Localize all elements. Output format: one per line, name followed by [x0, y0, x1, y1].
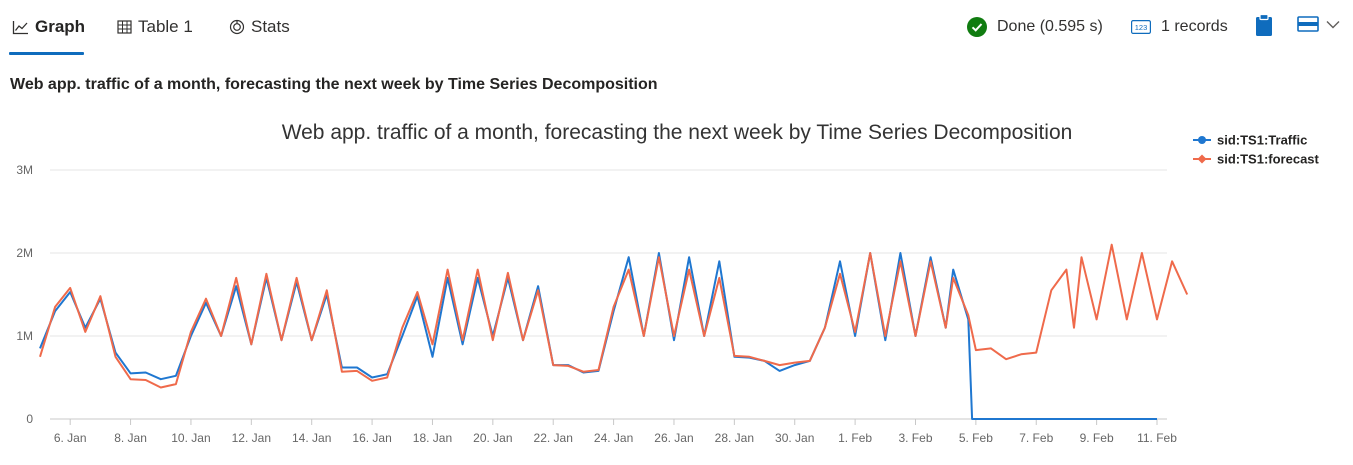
- x-tick-label: 22. Jan: [534, 431, 573, 445]
- view-options-button[interactable]: [1297, 16, 1340, 32]
- x-tick-label: 20. Jan: [473, 431, 512, 445]
- x-tick-label: 12. Jan: [232, 431, 271, 445]
- svg-text:123: 123: [1135, 23, 1148, 32]
- x-tick-label: 30. Jan: [775, 431, 814, 445]
- line-chart: Web app. traffic of a month, forecasting…: [16, 121, 1320, 445]
- legend-label: sid:TS1:forecast: [1217, 152, 1320, 167]
- tab-stats-label: Stats: [251, 17, 290, 36]
- y-tick-label: 1M: [16, 329, 33, 343]
- diamond-marker-icon: [1197, 154, 1207, 164]
- x-tick-label: 6. Jan: [54, 431, 87, 445]
- query-status: Done (0.595 s): [967, 14, 1103, 40]
- x-tick-label: 9. Feb: [1080, 431, 1114, 445]
- x-tick-label: 28. Jan: [715, 431, 754, 445]
- x-tick-label: 10. Jan: [171, 431, 210, 445]
- x-tick-label: 24. Jan: [594, 431, 633, 445]
- chart-series: [39, 243, 1189, 420]
- tab-table-1[interactable]: Table 1: [117, 14, 193, 40]
- legend-label: sid:TS1:Traffic: [1217, 133, 1307, 148]
- circle-marker-icon: [1198, 136, 1206, 144]
- records-text: 1 records: [1161, 18, 1228, 35]
- chart-legend[interactable]: sid:TS1:Traffic sid:TS1:forecast: [1193, 133, 1320, 167]
- y-tick-label: 3M: [16, 163, 33, 177]
- x-tick-label: 1. Feb: [838, 431, 872, 445]
- x-tick-label: 26. Jan: [654, 431, 693, 445]
- tab-bar: Graph Table 1 Stats Done (0.595 s) 123 1…: [0, 0, 1353, 56]
- check-circle-icon: [967, 17, 987, 37]
- series-line-forecast: [39, 243, 1189, 389]
- table-icon: [117, 20, 132, 34]
- legend-item-traffic[interactable]: sid:TS1:Traffic: [1193, 133, 1307, 148]
- tab-graph-label: Graph: [35, 17, 86, 36]
- y-axis: 0 1M 2M 3M: [16, 163, 33, 426]
- x-tick-label: 7. Feb: [1019, 431, 1053, 445]
- copy-to-clipboard-button[interactable]: [1255, 13, 1273, 37]
- page-title: Web app. traffic of a month, forecasting…: [10, 76, 658, 93]
- stats-icon: [229, 19, 245, 35]
- line-chart-icon: [12, 20, 29, 35]
- chevron-down-icon: [1326, 20, 1340, 29]
- x-tick-label: 18. Jan: [413, 431, 452, 445]
- records-count: 123 1 records: [1131, 14, 1228, 40]
- tab-table-label: Table 1: [138, 17, 193, 36]
- y-tick-label: 2M: [16, 246, 33, 260]
- x-axis: 6. Jan 8. Jan 10. Jan 12. Jan 14. Jan 16. Jan…: [54, 419, 1177, 445]
- x-tick-label: 11. Feb: [1137, 431, 1177, 445]
- number-badge-icon: 123: [1131, 20, 1151, 35]
- layout-icon: [1297, 16, 1319, 32]
- x-tick-label: 5. Feb: [959, 431, 993, 445]
- clipboard-icon: [1255, 13, 1273, 41]
- legend-item-forecast[interactable]: sid:TS1:forecast: [1193, 152, 1320, 167]
- x-tick-label: 16. Jan: [352, 431, 391, 445]
- x-tick-label: 8. Jan: [114, 431, 147, 445]
- y-tick-label: 0: [26, 412, 33, 426]
- x-tick-label: 14. Jan: [292, 431, 331, 445]
- active-tab-indicator: [9, 52, 84, 55]
- status-text: Done (0.595 s): [997, 18, 1103, 35]
- tab-stats[interactable]: Stats: [229, 14, 290, 40]
- chart-grid: [50, 169, 1167, 420]
- chart-title: Web app. traffic of a month, forecasting…: [282, 121, 1073, 144]
- tab-graph[interactable]: Graph: [12, 14, 85, 40]
- x-tick-label: 3. Feb: [898, 431, 932, 445]
